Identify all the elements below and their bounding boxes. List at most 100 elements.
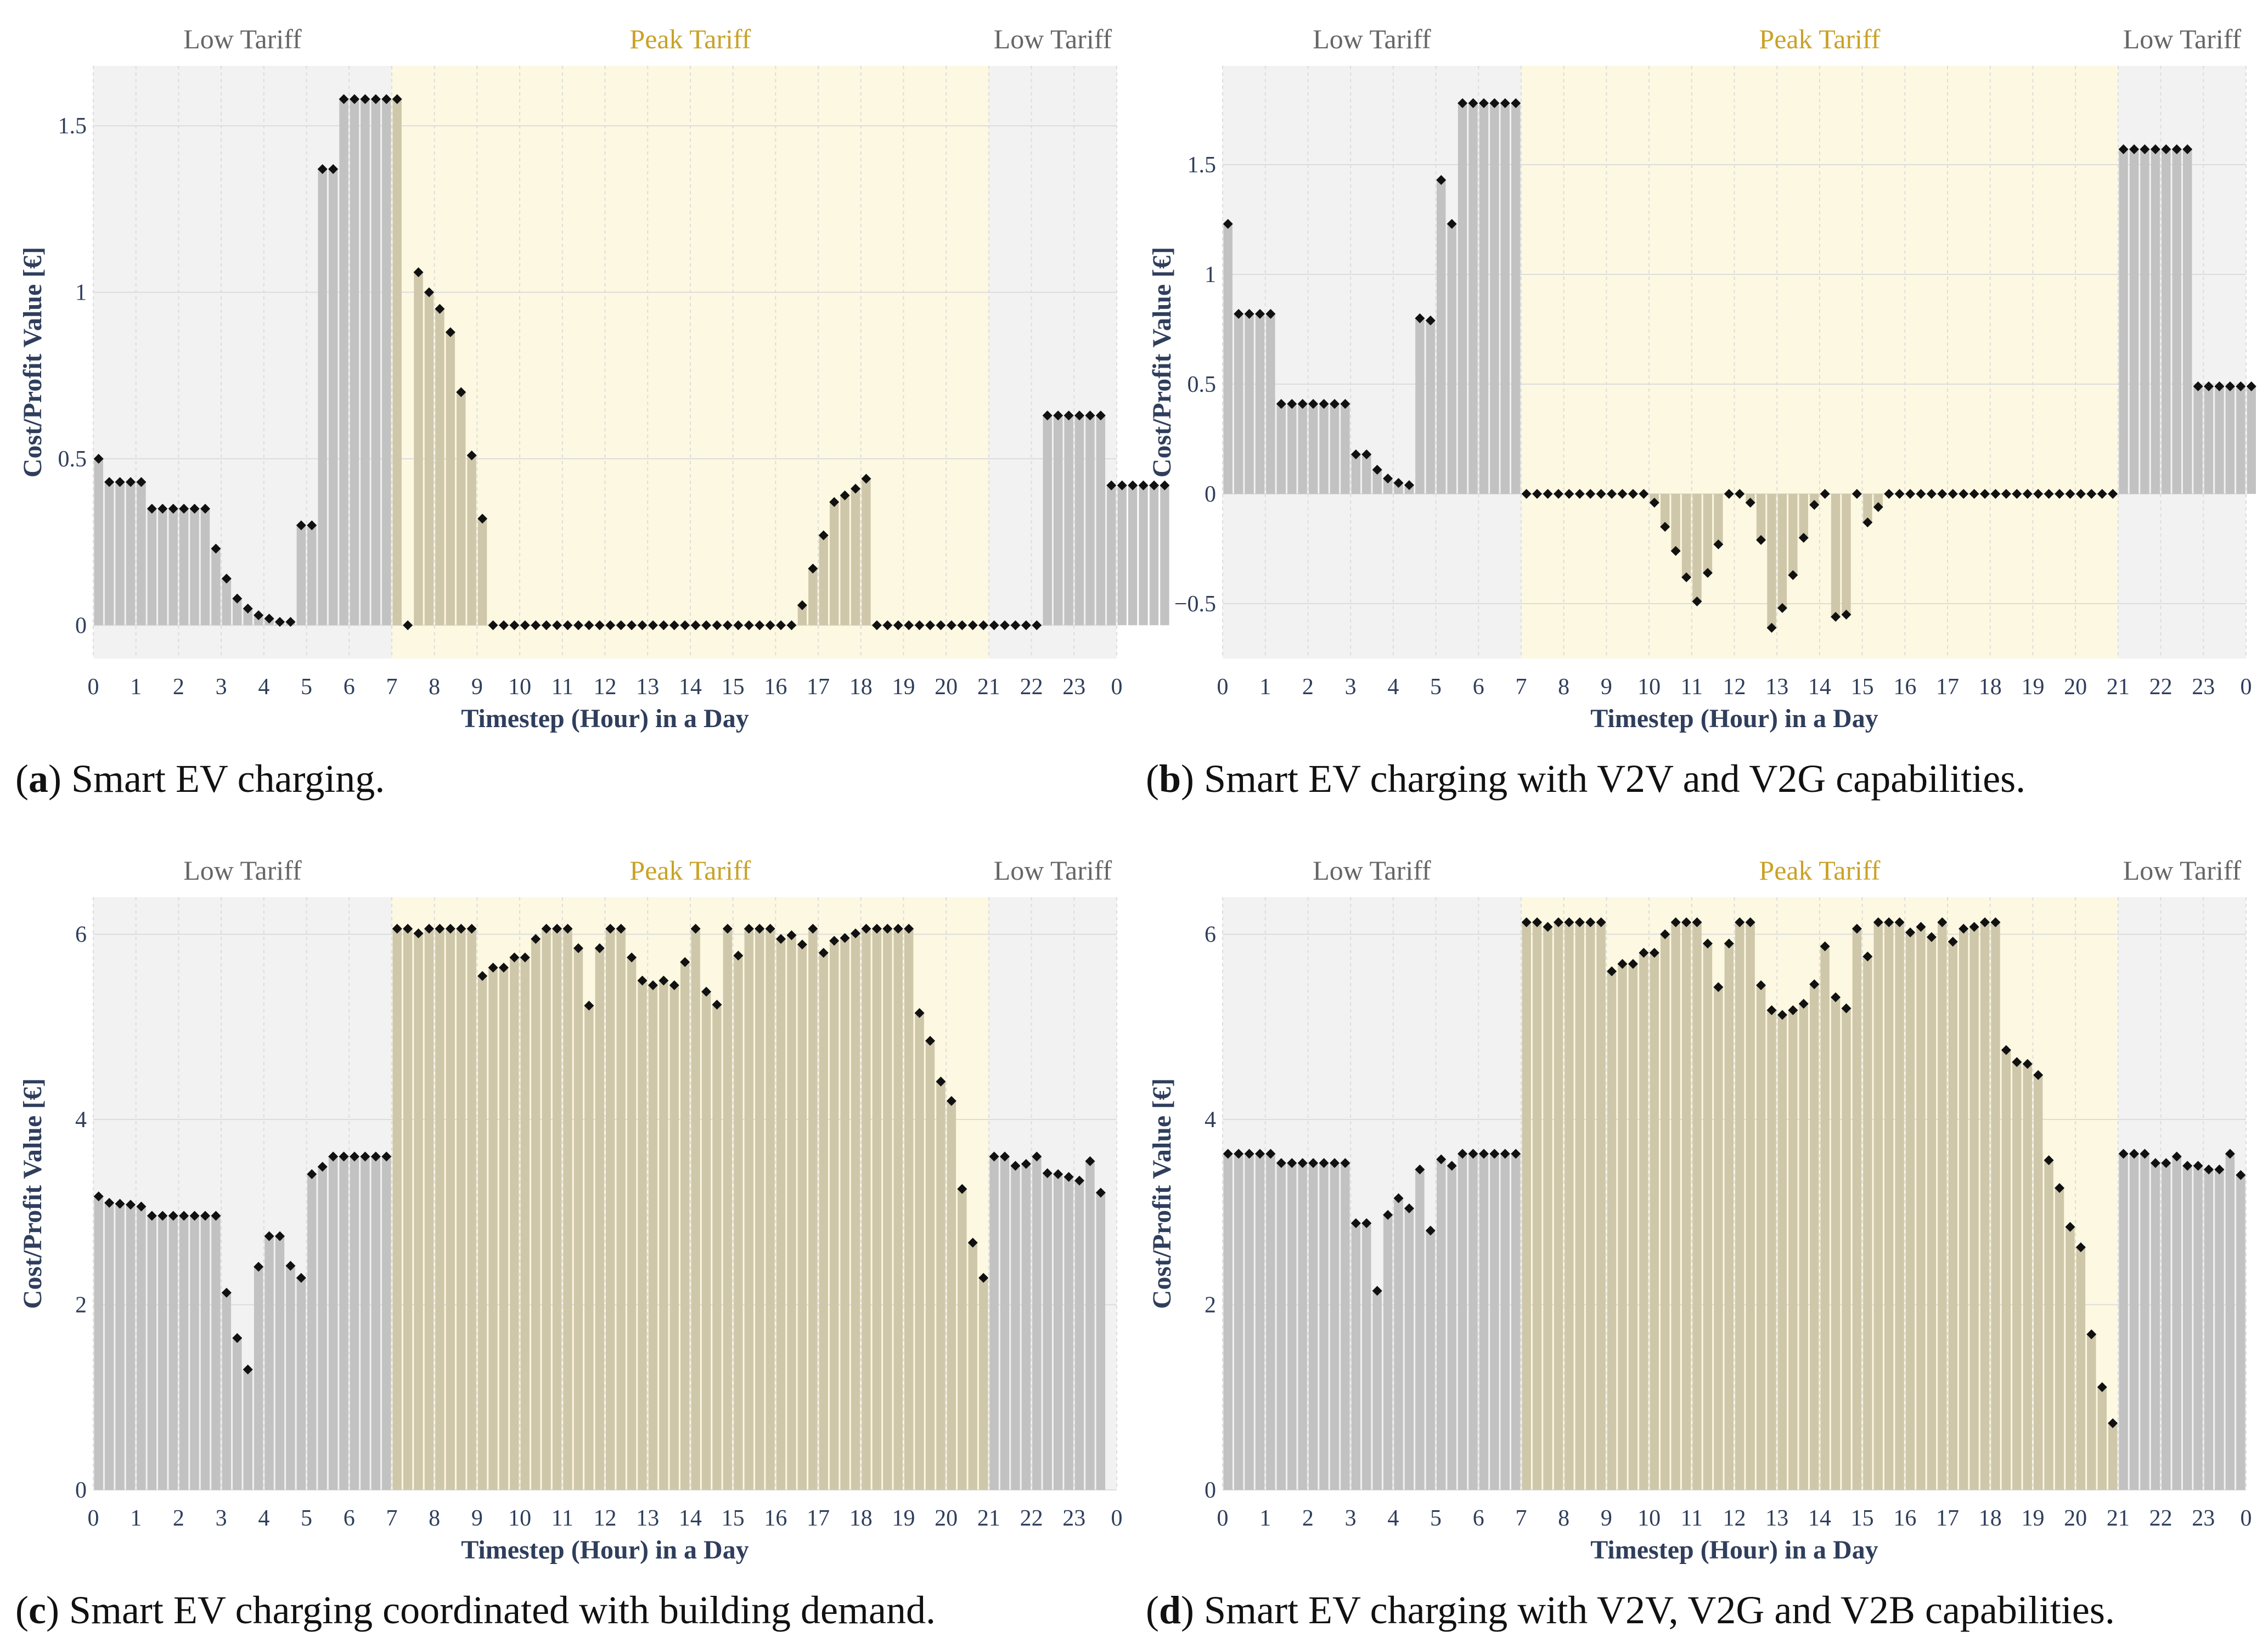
bar (1554, 922, 1563, 1490)
data-point (1095, 1188, 1106, 1198)
bar (2097, 1387, 2107, 1490)
bar (168, 1216, 178, 1490)
data-point (1660, 522, 1670, 532)
bar (190, 508, 199, 626)
data-point (893, 620, 903, 631)
bar (1160, 485, 1169, 626)
data-point (168, 1211, 178, 1221)
x-tick-label: 14 (1808, 674, 1831, 700)
bar (2055, 1188, 2064, 1490)
data-point (829, 936, 840, 946)
data-point (1596, 917, 1606, 927)
bar (1011, 1166, 1020, 1490)
data-point (413, 267, 424, 278)
y-tick-label: 6 (1205, 922, 1216, 948)
tariff-label-1: Peak Tariff (629, 24, 751, 54)
tariff-label-0: Low Tariff (183, 855, 302, 886)
y-tick-label: 2 (1205, 1293, 1216, 1318)
bar (1319, 404, 1329, 494)
data-point (1948, 489, 1958, 499)
x-tick-label: 4 (1387, 674, 1399, 700)
bar (542, 929, 551, 1490)
data-point (1095, 410, 1106, 421)
data-point (1809, 979, 1820, 989)
tariff-region-2 (988, 66, 1117, 659)
data-point (1436, 1154, 1447, 1164)
data-point (2171, 144, 2182, 154)
data-point (573, 620, 583, 631)
data-point (1905, 489, 1916, 499)
x-tick-label: 23 (1062, 674, 1085, 700)
bar (457, 392, 466, 626)
data-point (1607, 966, 1617, 976)
bar (616, 929, 626, 1490)
data-point (243, 603, 253, 614)
bar (2001, 1050, 2011, 1490)
bar (1308, 1163, 1318, 1490)
bar (286, 1265, 295, 1490)
bar (2236, 1175, 2246, 1490)
data-point (690, 620, 701, 631)
data-point (957, 620, 967, 631)
data-point (1478, 98, 1489, 108)
bar (776, 938, 786, 1490)
bar (1522, 922, 1531, 1490)
bar (1437, 180, 1446, 494)
data-point (840, 490, 850, 500)
x-tick-label: 0 (1111, 674, 1123, 700)
bar (1895, 922, 1904, 1490)
bar (638, 980, 647, 1490)
data-point (627, 952, 637, 963)
bar (1842, 494, 1851, 615)
bar (1692, 494, 1702, 601)
bar (179, 508, 189, 626)
x-tick-label: 7 (386, 1506, 397, 1531)
bar (1234, 314, 1243, 494)
bar (797, 605, 807, 626)
data-point (317, 164, 328, 175)
bar (2225, 1154, 2235, 1490)
data-point (722, 924, 733, 934)
x-tick-label: 16 (1893, 1506, 1916, 1531)
bar (520, 957, 530, 1490)
data-point (370, 1151, 381, 1162)
bar (477, 519, 487, 626)
x-tick-label: 6 (1473, 1506, 1484, 1531)
bar (190, 1216, 199, 1490)
bar (1341, 1163, 1350, 1490)
data-point (2236, 1170, 2246, 1180)
data-point (339, 1151, 349, 1162)
data-point (1053, 1169, 1063, 1179)
data-point (115, 1199, 125, 1209)
data-point (797, 939, 807, 950)
data-point (1234, 309, 1244, 319)
x-tick-label: 21 (977, 1506, 1000, 1531)
chart-panel-b: Low Tariff Peak Tariff Low Tariff −0.5 0 0.5 1… (1147, 24, 2256, 733)
bar (1043, 415, 1052, 626)
bar (104, 1202, 114, 1490)
tariff-label-0: Low Tariff (183, 24, 302, 54)
data-point (1617, 959, 1628, 969)
bar (989, 1156, 999, 1490)
data-point (946, 620, 956, 631)
bar (1511, 103, 1521, 494)
data-point (1276, 399, 1286, 409)
x-tick-label: 8 (1558, 674, 1569, 700)
bar (243, 608, 252, 626)
bar (862, 929, 871, 1490)
data-point (1543, 489, 1553, 499)
data-point (637, 975, 648, 986)
bar (1831, 997, 1841, 1490)
data-point (1404, 480, 1414, 490)
bar (829, 941, 839, 1490)
bar (147, 508, 157, 626)
data-point (1969, 489, 1979, 499)
x-tick-label: 17 (1936, 1506, 1959, 1531)
tariff-region-2 (988, 897, 1117, 1490)
bar (1276, 404, 1286, 494)
bar (1586, 922, 1595, 1490)
bar (1341, 404, 1350, 494)
data-point (2012, 1057, 2022, 1067)
x-tick-label: 4 (258, 674, 269, 700)
